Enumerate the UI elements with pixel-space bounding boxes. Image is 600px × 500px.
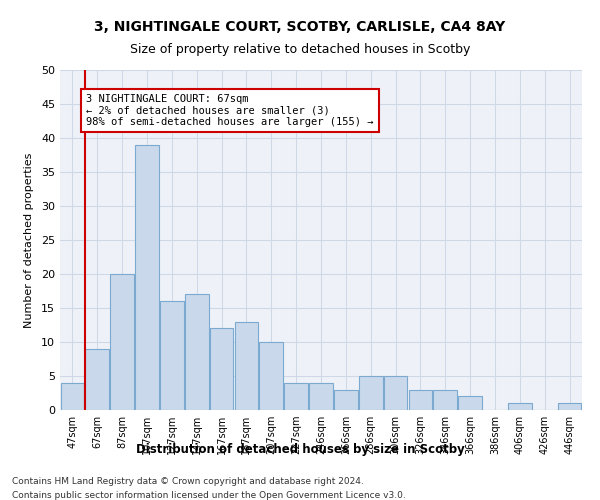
Bar	[135, 145, 159, 410]
Text: 3 NIGHTINGALE COURT: 67sqm
← 2% of detached houses are smaller (3)
98% of semi-d: 3 NIGHTINGALE COURT: 67sqm ← 2% of detac…	[86, 94, 374, 127]
Bar	[110, 274, 134, 410]
Bar	[284, 383, 308, 410]
Bar	[160, 301, 184, 410]
Bar	[384, 376, 407, 410]
Bar	[309, 383, 333, 410]
Bar	[359, 376, 383, 410]
Bar	[409, 390, 432, 410]
Bar	[458, 396, 482, 410]
Bar	[185, 294, 209, 410]
Bar	[61, 383, 84, 410]
Text: Contains HM Land Registry data © Crown copyright and database right 2024.: Contains HM Land Registry data © Crown c…	[12, 478, 364, 486]
Text: Contains public sector information licensed under the Open Government Licence v3: Contains public sector information licen…	[12, 491, 406, 500]
Bar	[259, 342, 283, 410]
Bar	[433, 390, 457, 410]
Bar	[508, 403, 532, 410]
Bar	[210, 328, 233, 410]
Y-axis label: Number of detached properties: Number of detached properties	[24, 152, 34, 328]
Bar	[235, 322, 258, 410]
Bar	[558, 403, 581, 410]
Bar	[85, 349, 109, 410]
Text: 3, NIGHTINGALE COURT, SCOTBY, CARLISLE, CA4 8AY: 3, NIGHTINGALE COURT, SCOTBY, CARLISLE, …	[94, 20, 506, 34]
Text: Size of property relative to detached houses in Scotby: Size of property relative to detached ho…	[130, 42, 470, 56]
Bar	[334, 390, 358, 410]
Text: Distribution of detached houses by size in Scotby: Distribution of detached houses by size …	[136, 442, 464, 456]
